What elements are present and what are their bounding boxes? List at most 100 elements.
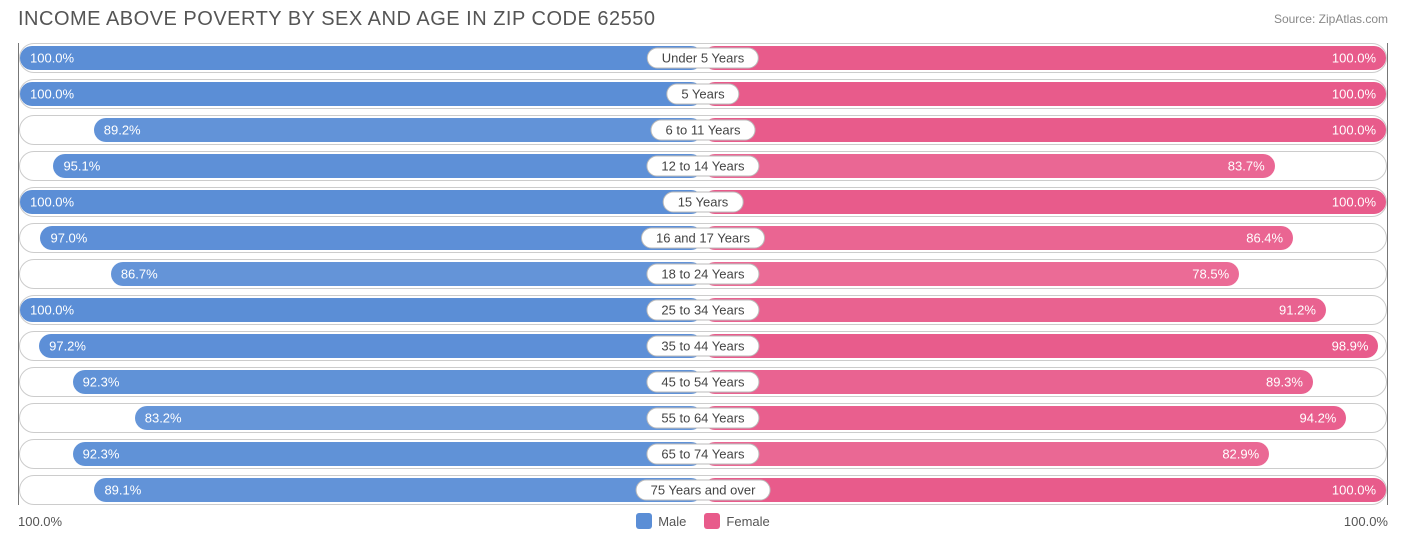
- female-bar: 91.2%: [703, 298, 1326, 322]
- category-label: Under 5 Years: [647, 48, 759, 69]
- chart-header: INCOME ABOVE POVERTY BY SEX AND AGE IN Z…: [18, 8, 1388, 31]
- legend-swatch-male: [636, 513, 652, 529]
- female-bar: 100.0%: [703, 190, 1386, 214]
- male-value: 100.0%: [30, 195, 74, 210]
- male-half: 97.2%: [20, 332, 703, 360]
- female-value: 100.0%: [1332, 195, 1376, 210]
- chart-row: 97.0% 86.4% 16 and 17 Years: [19, 223, 1387, 253]
- chart-source: Source: ZipAtlas.com: [1274, 8, 1388, 26]
- legend-item-male: Male: [636, 513, 686, 529]
- chart-rows: 100.0%100.0%Under 5 Years100.0%100.0%5 Y…: [18, 43, 1388, 505]
- male-value: 89.2%: [104, 123, 141, 138]
- female-bar: 78.5%: [703, 262, 1239, 286]
- male-half: 100.0%: [20, 44, 703, 72]
- chart-row: 100.0%100.0%5 Years: [19, 79, 1387, 109]
- male-bar: 100.0%: [20, 298, 703, 322]
- female-half: 100.0%: [703, 116, 1386, 144]
- female-half: 89.3%: [703, 368, 1386, 396]
- male-half: 83.2%: [20, 404, 703, 432]
- male-bar: 92.3%: [73, 442, 703, 466]
- legend-label-female: Female: [726, 514, 769, 529]
- female-half: 78.5%: [703, 260, 1386, 288]
- female-half: 86.4%: [703, 224, 1386, 252]
- male-value: 92.3%: [83, 375, 120, 390]
- female-value: 100.0%: [1332, 123, 1376, 138]
- male-half: 86.7%: [20, 260, 703, 288]
- female-bar: 100.0%: [703, 82, 1386, 106]
- female-half: 94.2%: [703, 404, 1386, 432]
- legend-item-female: Female: [704, 513, 769, 529]
- male-half: 92.3%: [20, 440, 703, 468]
- female-bar: 100.0%: [703, 46, 1386, 70]
- male-bar: 86.7%: [111, 262, 703, 286]
- female-half: 100.0%: [703, 44, 1386, 72]
- category-label: 65 to 74 Years: [646, 444, 759, 465]
- male-half: 100.0%: [20, 188, 703, 216]
- male-value: 86.7%: [121, 267, 158, 282]
- male-bar: 89.2%: [94, 118, 703, 142]
- female-value: 91.2%: [1279, 303, 1316, 318]
- male-bar: 95.1%: [53, 154, 703, 178]
- female-half: 100.0%: [703, 476, 1386, 504]
- female-value: 89.3%: [1266, 375, 1303, 390]
- chart-row: 86.7% 78.5%18 to 24 Years: [19, 259, 1387, 289]
- male-value: 83.2%: [145, 411, 182, 426]
- legend-swatch-female: [704, 513, 720, 529]
- category-label: 75 Years and over: [636, 480, 771, 501]
- female-value: 100.0%: [1332, 483, 1376, 498]
- male-half: 100.0%: [20, 296, 703, 324]
- female-value: 86.4%: [1246, 231, 1283, 246]
- female-value: 82.9%: [1222, 447, 1259, 462]
- female-value: 98.9%: [1332, 339, 1369, 354]
- male-bar: 97.2%: [39, 334, 703, 358]
- male-half: 100.0%: [20, 80, 703, 108]
- male-value: 97.0%: [50, 231, 87, 246]
- female-half: 100.0%: [703, 80, 1386, 108]
- axis-right-label: 100.0%: [1344, 514, 1388, 529]
- chart-row: 100.0% 91.2% 25 to 34 Years: [19, 295, 1387, 325]
- chart-row: 89.2%100.0%6 to 11 Years: [19, 115, 1387, 145]
- male-half: 89.2%: [20, 116, 703, 144]
- male-value: 97.2%: [49, 339, 86, 354]
- category-label: 55 to 64 Years: [646, 408, 759, 429]
- chart-row: 92.3% 82.9% 65 to 74 Years: [19, 439, 1387, 469]
- chart-row: 92.3%89.3%45 to 54 Years: [19, 367, 1387, 397]
- chart-container: INCOME ABOVE POVERTY BY SEX AND AGE IN Z…: [0, 0, 1406, 559]
- female-bar: 86.4%: [703, 226, 1293, 250]
- female-bar: 98.9%: [703, 334, 1378, 358]
- male-bar: 100.0%: [20, 46, 703, 70]
- category-label: 16 and 17 Years: [641, 228, 765, 249]
- female-bar: 94.2%: [703, 406, 1346, 430]
- female-half: 98.9%: [703, 332, 1386, 360]
- female-value: 94.2%: [1300, 411, 1337, 426]
- female-bar: 89.3%: [703, 370, 1313, 394]
- female-half: 83.7%: [703, 152, 1386, 180]
- female-bar: 100.0%: [703, 118, 1386, 142]
- female-value: 83.7%: [1228, 159, 1265, 174]
- male-value: 95.1%: [63, 159, 100, 174]
- chart-row: 95.1%83.7%12 to 14 Years: [19, 151, 1387, 181]
- category-label: 18 to 24 Years: [646, 264, 759, 285]
- chart-legend: Male Female: [636, 513, 770, 529]
- axis-left-label: 100.0%: [18, 514, 62, 529]
- legend-label-male: Male: [658, 514, 686, 529]
- male-bar: 100.0%: [20, 190, 703, 214]
- male-bar: 92.3%: [73, 370, 703, 394]
- male-half: 89.1%: [20, 476, 703, 504]
- category-label: 15 Years: [663, 192, 744, 213]
- male-value: 100.0%: [30, 87, 74, 102]
- female-value: 100.0%: [1332, 51, 1376, 66]
- category-label: 25 to 34 Years: [646, 300, 759, 321]
- female-value: 100.0%: [1332, 87, 1376, 102]
- chart-title: INCOME ABOVE POVERTY BY SEX AND AGE IN Z…: [18, 8, 655, 31]
- chart-row: 100.0%100.0%Under 5 Years: [19, 43, 1387, 73]
- chart-row: 83.2% 94.2% 55 to 64 Years: [19, 403, 1387, 433]
- male-bar: 97.0%: [40, 226, 703, 250]
- female-bar: 100.0%: [703, 478, 1386, 502]
- male-value: 92.3%: [83, 447, 120, 462]
- chart-row: 100.0% 100.0% 15 Years: [19, 187, 1387, 217]
- male-value: 89.1%: [104, 483, 141, 498]
- male-bar: 89.1%: [94, 478, 703, 502]
- male-half: 92.3%: [20, 368, 703, 396]
- female-bar: 83.7%: [703, 154, 1275, 178]
